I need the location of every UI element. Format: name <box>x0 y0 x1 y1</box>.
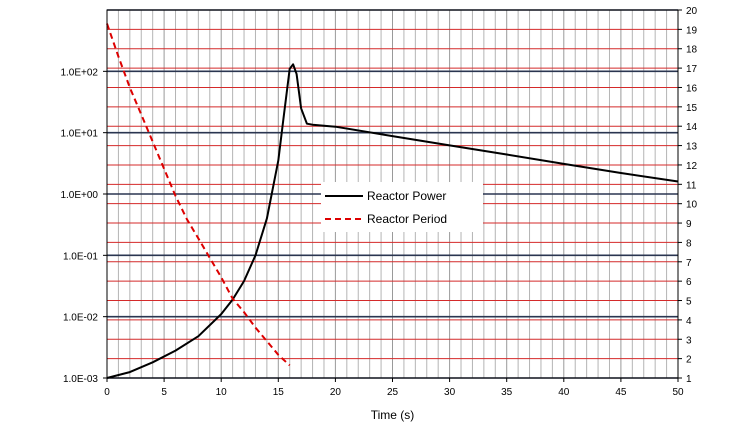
legend-label-reactor-period: Reactor Period <box>367 212 447 226</box>
y2-tick-label: 6 <box>686 277 692 288</box>
series-line-reactor-period <box>106 23 291 367</box>
y2-tick-label: 1 <box>686 374 692 385</box>
x-tick-label: 25 <box>387 387 399 398</box>
y2-tick-label: 4 <box>686 316 692 327</box>
x-tick-label: 20 <box>330 387 342 398</box>
x-tick-label: 15 <box>273 387 285 398</box>
x-tick-label: 30 <box>444 387 456 398</box>
series-line-reactor-power <box>106 63 679 379</box>
y2-tick-label: 15 <box>686 103 698 114</box>
x-tick-label: 0 <box>104 387 110 398</box>
x-tick-label: 5 <box>161 387 167 398</box>
y-tick-label: 1.0E+00 <box>60 190 98 201</box>
y-tick-label: 1.0E-03 <box>63 374 98 385</box>
y2-tick-label: 14 <box>686 122 698 133</box>
x-tick-label: 35 <box>501 387 513 398</box>
y2-tick-label: 16 <box>686 83 698 94</box>
x-tick-label: 40 <box>558 387 570 398</box>
y2-tick-label: 3 <box>686 335 692 346</box>
y-tick-label: 1.0E+01 <box>60 129 98 140</box>
y2-tick-label: 17 <box>686 64 698 75</box>
axes-group: 0 5 10 15 20 25 30 35 40 45 501.0E-031.0E-021.0E-0… <box>60 6 697 398</box>
y2-tick-label: 19 <box>686 25 698 36</box>
series-group <box>106 23 679 379</box>
y2-tick-label: 8 <box>686 238 692 249</box>
legend-box <box>321 182 483 232</box>
y-tick-label: 1.0E-01 <box>63 251 98 262</box>
y2-tick-label: 2 <box>686 355 692 366</box>
y2-tick-label: 20 <box>686 6 698 17</box>
y2-tick-label: 5 <box>686 297 692 308</box>
y2-tick-label: 10 <box>686 200 698 211</box>
y2-tick-label: 13 <box>686 142 698 153</box>
y-tick-label: 1.0E-02 <box>63 313 98 324</box>
x-tick-label: 45 <box>615 387 627 398</box>
x-axis-title: Time (s) <box>371 408 415 422</box>
legend: Reactor Power Reactor Period <box>321 182 483 232</box>
y2-tick-label: 7 <box>686 258 692 269</box>
x-tick-label: 50 <box>672 387 684 398</box>
y2-tick-label: 18 <box>686 45 698 56</box>
y2-tick-label: 11 <box>686 180 697 191</box>
y2-tick-label: 12 <box>686 161 698 172</box>
legend-label-reactor-power: Reactor Power <box>367 189 446 203</box>
y2-tick-label: 9 <box>686 219 692 230</box>
x-tick-label: 10 <box>216 387 228 398</box>
y-tick-label: 1.0E+02 <box>60 67 98 78</box>
